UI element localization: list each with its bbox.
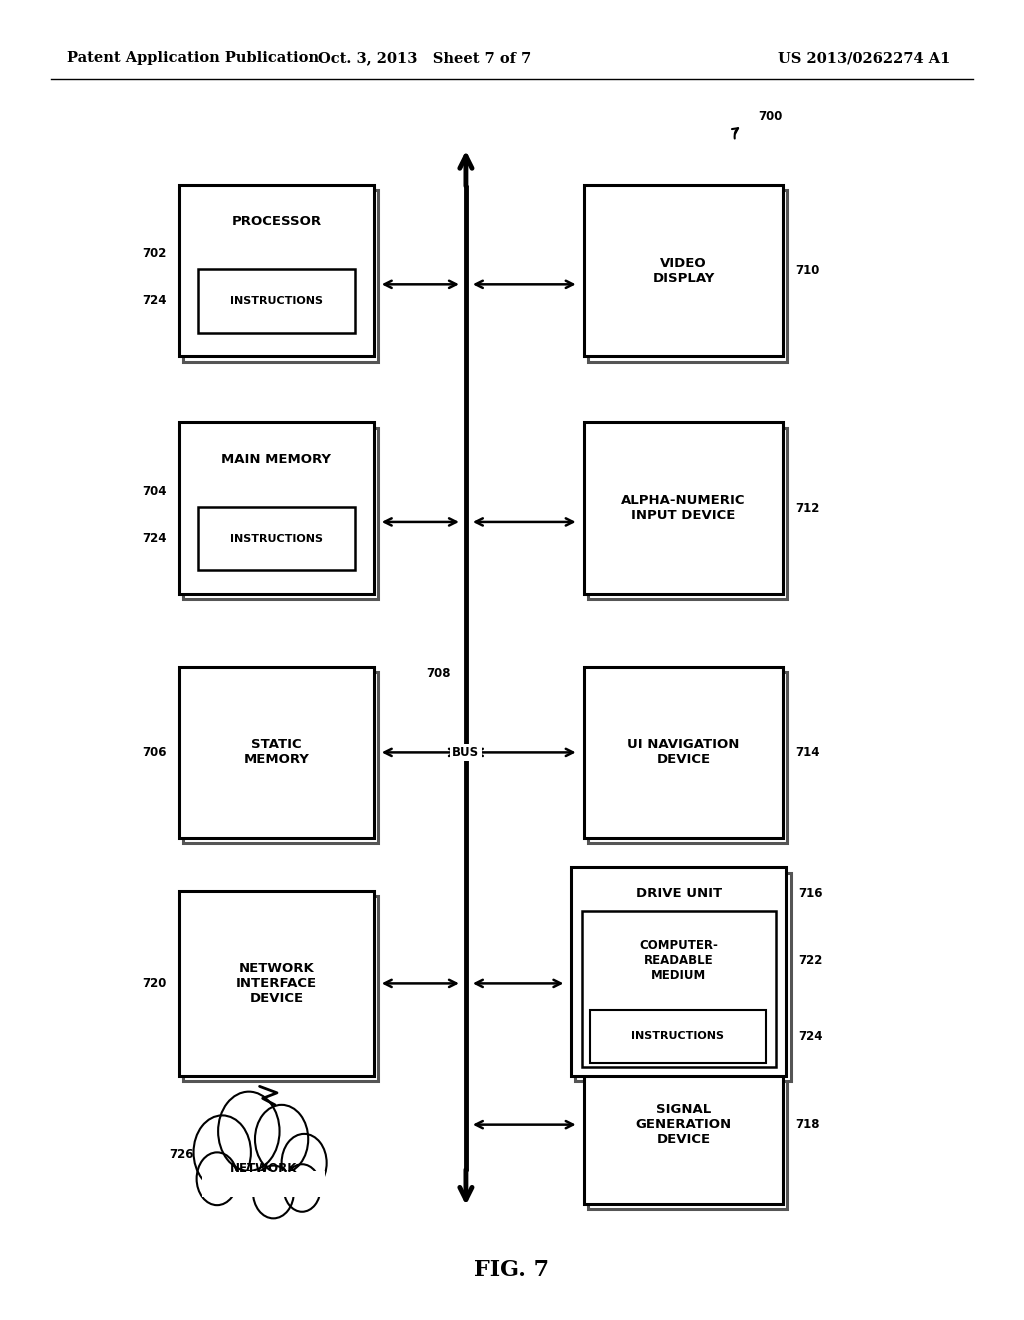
Circle shape xyxy=(284,1164,321,1212)
Bar xyxy=(584,1045,783,1204)
Bar xyxy=(198,507,355,570)
Text: COMPUTER-
READABLE
MEDIUM: COMPUTER- READABLE MEDIUM xyxy=(639,939,719,982)
Text: 718: 718 xyxy=(796,1118,820,1131)
Bar xyxy=(183,190,378,362)
Bar xyxy=(179,891,374,1076)
Circle shape xyxy=(218,1092,280,1171)
Bar xyxy=(584,667,783,838)
Bar xyxy=(582,911,776,1067)
Bar xyxy=(588,1051,787,1209)
Text: 714: 714 xyxy=(796,746,820,759)
Text: 722: 722 xyxy=(799,954,823,968)
Circle shape xyxy=(197,1152,238,1205)
Text: 724: 724 xyxy=(142,532,167,545)
Text: INSTRUCTIONS: INSTRUCTIONS xyxy=(230,533,323,544)
Text: Patent Application Publication: Patent Application Publication xyxy=(67,51,318,65)
Bar xyxy=(183,428,378,599)
Circle shape xyxy=(253,1166,294,1218)
Text: SIGNAL
GENERATION
DEVICE: SIGNAL GENERATION DEVICE xyxy=(636,1104,731,1146)
Text: US 2013/0262274 A1: US 2013/0262274 A1 xyxy=(778,51,950,65)
Bar xyxy=(179,185,374,356)
Bar xyxy=(183,672,378,843)
Bar xyxy=(588,190,787,362)
Text: 702: 702 xyxy=(142,247,167,260)
Text: 724: 724 xyxy=(142,294,167,308)
Text: 710: 710 xyxy=(796,264,820,277)
Bar xyxy=(590,1010,766,1063)
Text: 708: 708 xyxy=(426,667,451,680)
Bar xyxy=(183,896,378,1081)
Bar xyxy=(571,867,786,1076)
Text: PROCESSOR: PROCESSOR xyxy=(231,215,322,228)
Bar xyxy=(202,1171,325,1197)
Text: NETWORK: NETWORK xyxy=(229,1162,297,1175)
Text: 704: 704 xyxy=(142,484,167,498)
Text: 726: 726 xyxy=(169,1148,194,1162)
Text: UI NAVIGATION
DEVICE: UI NAVIGATION DEVICE xyxy=(628,738,739,767)
Circle shape xyxy=(194,1115,251,1189)
Text: ALPHA-NUMERIC
INPUT DEVICE: ALPHA-NUMERIC INPUT DEVICE xyxy=(622,494,745,523)
Text: FIG. 7: FIG. 7 xyxy=(474,1259,550,1280)
Bar xyxy=(584,422,783,594)
Bar xyxy=(584,185,783,356)
Text: 700: 700 xyxy=(758,110,782,123)
Text: 712: 712 xyxy=(796,502,820,515)
Text: INSTRUCTIONS: INSTRUCTIONS xyxy=(632,1031,724,1041)
Text: 720: 720 xyxy=(142,977,167,990)
Text: Oct. 3, 2013   Sheet 7 of 7: Oct. 3, 2013 Sheet 7 of 7 xyxy=(318,51,531,65)
Circle shape xyxy=(282,1134,327,1192)
Bar xyxy=(179,667,374,838)
Bar xyxy=(588,428,787,599)
Circle shape xyxy=(255,1105,308,1173)
Text: 716: 716 xyxy=(799,887,823,900)
Text: MAIN MEMORY: MAIN MEMORY xyxy=(221,453,332,466)
Bar xyxy=(179,422,374,594)
Text: 724: 724 xyxy=(799,1030,823,1043)
Text: NETWORK
INTERFACE
DEVICE: NETWORK INTERFACE DEVICE xyxy=(236,962,317,1005)
Text: BUS: BUS xyxy=(453,746,479,759)
Text: VIDEO
DISPLAY: VIDEO DISPLAY xyxy=(652,256,715,285)
Text: DRIVE UNIT: DRIVE UNIT xyxy=(636,887,722,900)
Text: INSTRUCTIONS: INSTRUCTIONS xyxy=(230,296,323,306)
Bar xyxy=(198,269,355,333)
Text: 706: 706 xyxy=(142,746,167,759)
Bar xyxy=(588,672,787,843)
Bar xyxy=(575,873,791,1081)
Text: STATIC
MEMORY: STATIC MEMORY xyxy=(244,738,309,767)
